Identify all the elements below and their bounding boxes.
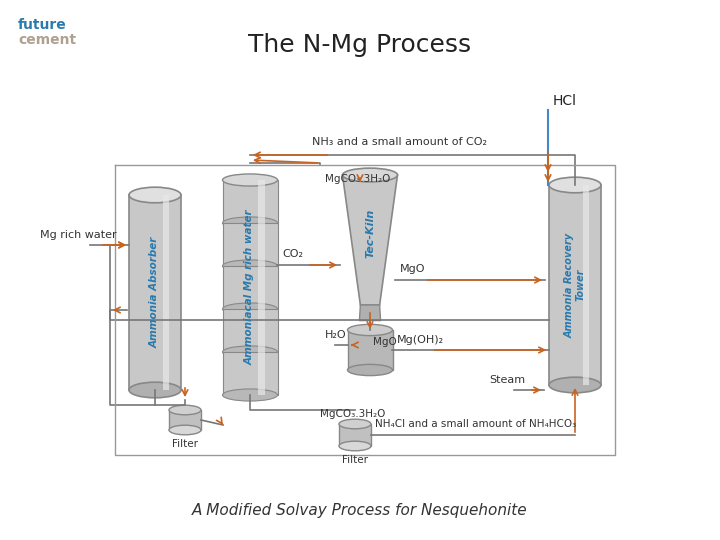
Ellipse shape xyxy=(339,419,371,429)
Bar xyxy=(258,180,265,395)
Bar xyxy=(169,410,201,430)
Ellipse shape xyxy=(222,303,277,315)
Text: cement: cement xyxy=(18,33,76,47)
Ellipse shape xyxy=(222,217,277,229)
Polygon shape xyxy=(359,305,381,321)
Text: Ammonia Recovery
Tower: Ammonia Recovery Tower xyxy=(564,232,586,338)
Ellipse shape xyxy=(169,405,201,415)
Text: H₂O: H₂O xyxy=(325,330,346,340)
Bar xyxy=(348,330,392,370)
Text: Tec-Kiln: Tec-Kiln xyxy=(365,209,375,258)
Text: MgCO₃.3H₂O: MgCO₃.3H₂O xyxy=(320,409,385,419)
Ellipse shape xyxy=(129,187,181,203)
Bar xyxy=(163,195,169,390)
Ellipse shape xyxy=(222,346,277,358)
Bar xyxy=(582,185,589,385)
Ellipse shape xyxy=(169,425,201,435)
Text: Filter: Filter xyxy=(342,455,368,465)
Text: CO₂: CO₂ xyxy=(282,249,303,259)
Bar xyxy=(339,424,371,446)
Text: MgO: MgO xyxy=(400,264,426,274)
Bar xyxy=(549,185,601,385)
Bar xyxy=(222,309,277,352)
Text: NH₃ and a small amount of CO₂: NH₃ and a small amount of CO₂ xyxy=(312,137,487,147)
Text: Mg rich water: Mg rich water xyxy=(40,230,117,240)
Ellipse shape xyxy=(549,377,601,393)
Text: Ammonia Absorber: Ammonia Absorber xyxy=(150,237,160,348)
Bar xyxy=(222,223,277,266)
Bar xyxy=(222,352,277,395)
Text: MgO: MgO xyxy=(373,337,397,347)
Text: Mg(OH)₂: Mg(OH)₂ xyxy=(397,335,444,345)
Ellipse shape xyxy=(343,168,397,182)
Polygon shape xyxy=(343,175,397,305)
Text: Ammoniacal Mg rich water: Ammoniacal Mg rich water xyxy=(245,210,255,366)
Text: Steam: Steam xyxy=(489,375,525,385)
Ellipse shape xyxy=(348,325,392,336)
Ellipse shape xyxy=(549,177,601,193)
Bar xyxy=(222,180,277,223)
Ellipse shape xyxy=(129,382,181,398)
Text: The N-Mg Process: The N-Mg Process xyxy=(248,33,472,57)
Bar xyxy=(222,266,277,309)
Ellipse shape xyxy=(222,260,277,272)
Bar xyxy=(129,195,181,390)
Ellipse shape xyxy=(348,364,392,376)
Text: Filter: Filter xyxy=(172,439,198,449)
Text: HCl: HCl xyxy=(553,94,577,108)
Text: A Modified Solvay Process for Nesquehonite: A Modified Solvay Process for Nesquehoni… xyxy=(192,503,528,517)
Text: NH₄Cl and a small amount of NH₄HCO₃: NH₄Cl and a small amount of NH₄HCO₃ xyxy=(375,419,576,429)
Ellipse shape xyxy=(222,174,277,186)
Text: future: future xyxy=(18,18,67,32)
Ellipse shape xyxy=(339,441,371,451)
Text: MgCO₃.3H₂O: MgCO₃.3H₂O xyxy=(325,174,390,184)
Ellipse shape xyxy=(222,389,277,401)
